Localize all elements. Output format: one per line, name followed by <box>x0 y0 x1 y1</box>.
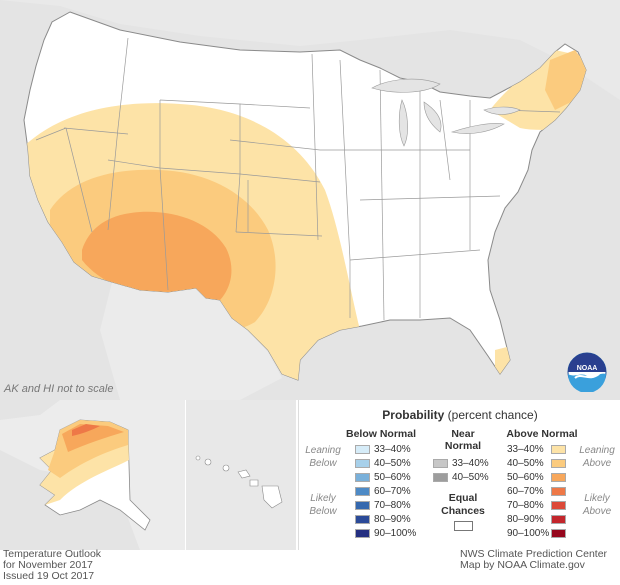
legend-near-row-1: 33–40% <box>433 458 489 469</box>
great-lakes <box>371 78 521 147</box>
alaska-svg <box>0 400 185 550</box>
leaning-below-line2: Below <box>309 458 337 469</box>
legend-below-row-4: 60–70% <box>355 486 411 497</box>
scale-note: AK and HI not to scale <box>4 383 114 395</box>
near-normal-header-2: Normal <box>444 440 482 452</box>
hawaii-svg <box>195 455 283 509</box>
legend-below-swatch-5 <box>355 501 370 510</box>
noaa-logo-text: NOAA <box>577 365 598 372</box>
legend-below-label-2: 40–50% <box>374 458 411 469</box>
noaa-logo-icon: NOAA <box>567 352 607 392</box>
legend-below-row-6: 80–90% <box>355 514 411 525</box>
leaning-below-label: Leaning Below <box>303 444 343 470</box>
legend-above-label-3: 50–60% <box>507 472 544 483</box>
leaning-below-line1: Leaning <box>305 445 341 456</box>
legend-above-swatch-7 <box>551 529 566 538</box>
leaning-above-label: Leaning Above <box>575 444 619 470</box>
legend-above-label-1: 33–40% <box>507 444 544 455</box>
legend-below-row-2: 40–50% <box>355 458 411 469</box>
legend: Probability (percent chance) Below Norma… <box>298 400 620 550</box>
legend-near-label-2: 40–50% <box>452 472 489 483</box>
legend-near-row-2: 40–50% <box>433 472 489 483</box>
legend-near-swatch-1 <box>433 459 448 468</box>
legend-below-label-7: 90–100% <box>374 528 417 539</box>
leaning-above-line1: Leaning <box>579 445 615 456</box>
footer-outlook-title: Temperature Outlook <box>3 548 102 560</box>
legend-above-swatch-4 <box>551 487 566 496</box>
hawaii-inset <box>186 400 296 550</box>
leaning-above-line2: Above <box>582 458 612 469</box>
legend-below-row-5: 70–80% <box>355 500 411 511</box>
footer-credit-map: Map by NOAA Climate.gov <box>460 559 585 571</box>
legend-title-bold: Probability <box>382 408 445 422</box>
likely-above-line2: Above <box>582 506 612 517</box>
legend-above-row-3: 50–60% <box>507 472 570 483</box>
legend-below-label-4: 60–70% <box>374 486 411 497</box>
legend-below-label-6: 80–90% <box>374 514 411 525</box>
legend-above-label-6: 80–90% <box>507 514 544 525</box>
legend-above-row-1: 33–40% <box>507 444 570 455</box>
conus-map-svg <box>0 0 620 400</box>
legend-below-row-1: 33–40% <box>355 444 411 455</box>
legend-below-label-1: 33–40% <box>374 444 411 455</box>
footer-credit-cpc: NWS Climate Prediction Center <box>460 548 608 560</box>
legend-above-row-4: 60–70% <box>507 486 570 497</box>
legend-near-label-1: 33–40% <box>452 458 489 469</box>
likely-above-line1: Likely <box>584 493 610 504</box>
legend-below-swatch-7 <box>355 529 370 538</box>
above-33-40-florida <box>495 345 520 380</box>
legend-below-row-7: 90–100% <box>355 528 416 539</box>
legend-above-label-7: 90–100% <box>507 528 550 539</box>
near-normal-header-1: Near <box>451 428 475 440</box>
legend-above-row-2: 40–50% <box>507 458 570 469</box>
legend-below-row-3: 50–60% <box>355 472 411 483</box>
state-borders <box>35 37 561 321</box>
legend-above-swatch-2 <box>551 459 566 468</box>
canada-land <box>0 0 620 100</box>
likely-above-label: Likely Above <box>575 492 619 518</box>
legend-below-label-3: 50–60% <box>374 472 411 483</box>
legend-above-swatch-3 <box>551 473 566 482</box>
footer-outlook-period: for November 2017 <box>3 559 93 571</box>
legend-below-swatch-4 <box>355 487 370 496</box>
legend-below-swatch-3 <box>355 473 370 482</box>
legend-above-label-5: 70–80% <box>507 500 544 511</box>
legend-above-row-6: 80–90% <box>507 514 570 525</box>
legend-above-label-4: 60–70% <box>507 486 544 497</box>
above-normal-header: Above Normal <box>506 428 578 440</box>
below-normal-header: Below Normal <box>345 428 416 440</box>
legend-title-rest: (percent chance) <box>444 408 538 422</box>
footer-left: Temperature Outlook for November 2017 Is… <box>3 549 101 582</box>
conus-map: AK and HI not to scale NOAA <box>0 0 620 400</box>
legend-below-label-5: 70–80% <box>374 500 411 511</box>
legend-above-swatch-1 <box>551 445 566 454</box>
equal-chances-swatch <box>454 521 473 531</box>
legend-above-row-5: 70–80% <box>507 500 570 511</box>
alaska-inset <box>0 400 185 550</box>
likely-below-line1: Likely <box>310 493 336 504</box>
footer-right: NWS Climate Prediction Center Map by NOA… <box>460 549 616 571</box>
legend-above-swatch-6 <box>551 515 566 524</box>
likely-below-line2: Below <box>309 506 337 517</box>
legend-below-swatch-6 <box>355 515 370 524</box>
legend-below-swatch-2 <box>355 459 370 468</box>
legend-above-label-2: 40–50% <box>507 458 544 469</box>
legend-above-swatch-5 <box>551 501 566 510</box>
legend-below-swatch-1 <box>355 445 370 454</box>
legend-near-swatch-2 <box>433 473 448 482</box>
equal-chances-line1: Equal <box>448 492 478 504</box>
legend-title: Probability (percent chance) <box>299 408 620 422</box>
equal-chances-line2: Chances <box>441 505 485 517</box>
mexico-land <box>100 282 282 400</box>
legend-above-row-7: 90–100% <box>507 528 570 539</box>
footer-issued-date: Issued 19 Oct 2017 <box>3 570 95 582</box>
likely-below-label: Likely Below <box>303 492 343 518</box>
above-40-50-maine <box>545 50 586 110</box>
